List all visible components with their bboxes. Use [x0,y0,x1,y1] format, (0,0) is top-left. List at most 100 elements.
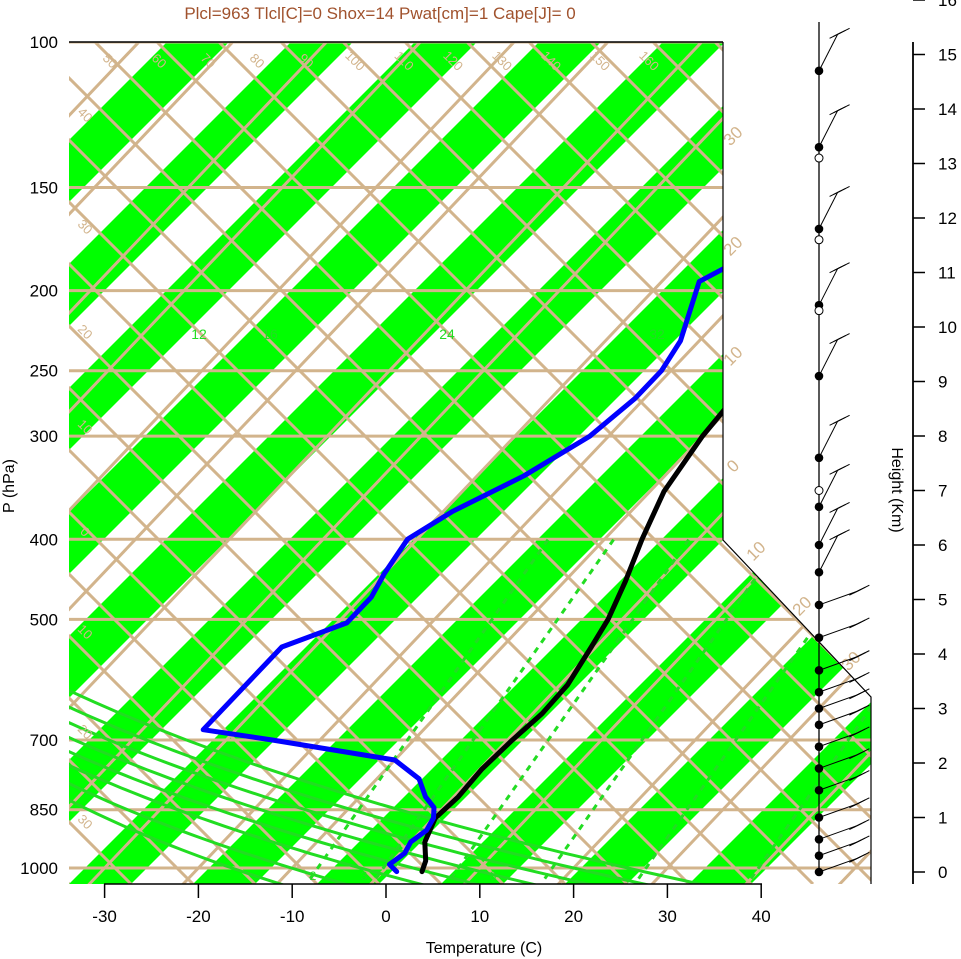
dry-adiabat-label: 30 [75,216,96,237]
height-tick-label: 5 [938,591,947,610]
pressure-tick-label: 250 [30,362,58,381]
mixing-ratio-line [374,538,616,880]
dry-adiabat-line [69,42,871,884]
dry-adiabat-line [271,42,871,884]
temperature-tick-label: -30 [92,907,117,926]
isotherm-line [69,42,252,884]
wind-open-marker [814,306,824,316]
dry-adiabat-line [457,42,871,884]
wind-barb [818,857,858,873]
isotherm-label: 10 [743,538,770,565]
mixing-ratio-line [749,538,871,880]
wind-barb-flag [829,108,842,116]
pressure-tick-label: 100 [30,33,58,52]
temperature-tick-label: 40 [752,907,771,926]
wind-barb-flag [829,266,842,274]
dry-adiabat-line [69,42,753,884]
temperature-tick-label: -10 [280,907,305,926]
moist-adiabat [69,355,652,884]
wind-barb-flag [829,31,842,39]
moist-adiabat [69,356,539,884]
isotherm-line [69,42,815,884]
isotherm-line [69,42,346,884]
dry-band [565,42,871,884]
wind-open-marker [814,486,824,495]
mixing-ratio-line [309,538,550,880]
isotherm-line [69,42,439,884]
sounding-profiles [200,42,871,875]
height-tick-label: 15 [938,46,957,65]
wind-barb-flag [849,588,862,596]
wind-barb [818,535,839,573]
moist-adiabat [69,355,708,884]
pressure-tick-label: 850 [30,801,58,820]
dry-adiabat-line [519,42,871,884]
wind-barb [818,590,858,606]
dry-adiabat-line [209,42,871,884]
wind-barb-flag [829,418,842,426]
height-tick-label: 16 [938,0,957,10]
pressure-tick-label: 400 [30,530,58,549]
wind-barb [818,803,858,818]
isotherm-label: 30 [838,648,865,675]
height-tick-label: 10 [938,318,957,337]
height-tick-label: 7 [938,482,947,501]
wind-barb [818,710,858,726]
wind-barb-flag [829,189,842,197]
wind-barb-flag [829,337,842,344]
mixing-ratio-line [449,538,691,880]
moist-adiabat [69,355,427,884]
wind-barb [818,732,858,748]
temperature-tick-label: 0 [381,907,390,926]
wind-barb [818,110,839,148]
dry-band [69,42,485,884]
wind-barb [818,776,858,791]
isotherm-line [649,42,871,884]
moist-adiabat-label: 32 [649,326,665,342]
moist-adiabat-label: 16 [262,326,278,342]
wind-barb [818,623,858,639]
moist-adiabats [69,355,871,884]
dry-adiabat-line [69,42,381,884]
height-tick-label: 1 [938,809,947,828]
wind-barb [818,677,858,693]
dry-adiabat-line [69,42,319,884]
isotherm-line [0,24,63,886]
wind-barb [818,268,839,306]
isotherm-line [274,42,871,884]
isotherm-label: 0 [723,456,743,476]
moist-adiabat-label: 24 [439,326,455,342]
wind-level-dot [814,502,824,512]
isotherm-line [555,42,871,884]
y-axis-title: P (hPa) [1,459,18,513]
wind-barb [818,34,839,72]
isotherm-line [69,42,533,884]
mixing-ratio-label: 2 [310,869,317,883]
wind-barb [818,841,858,857]
mixing-ratio-line [637,538,871,880]
pressure-tick-label: 1000 [20,859,58,878]
isotherm-label: 100 [342,48,368,74]
dry-adiabat-line [69,42,629,884]
chart-title: Plcl=963 Tlcl[C]=0 Shox=14 Pwat[cm]=1 Ca… [184,4,575,23]
wind-barb-flag [849,675,862,683]
height-tick-label: 0 [938,863,947,882]
wind-barb [818,825,858,840]
dry-adiabat-line [69,42,567,884]
wind-barb [818,470,839,508]
height-tick-label: 11 [938,264,956,283]
temperature-tick-label: 10 [470,907,489,926]
dry-band [69,42,733,884]
wind-barb-flag [849,708,862,716]
pressure-tick-label: 200 [30,282,58,301]
dry-adiabat-line [69,42,505,884]
height-tick-label: 4 [938,645,947,664]
wind-barb [818,339,839,377]
dry-band [69,42,609,884]
isotherm-label: 50 [100,50,121,71]
wind-barb-flag [849,774,862,781]
wind-barb [818,754,858,769]
height-tick-label: 6 [938,536,947,555]
mixing-ratio-label: 3 [361,869,368,883]
